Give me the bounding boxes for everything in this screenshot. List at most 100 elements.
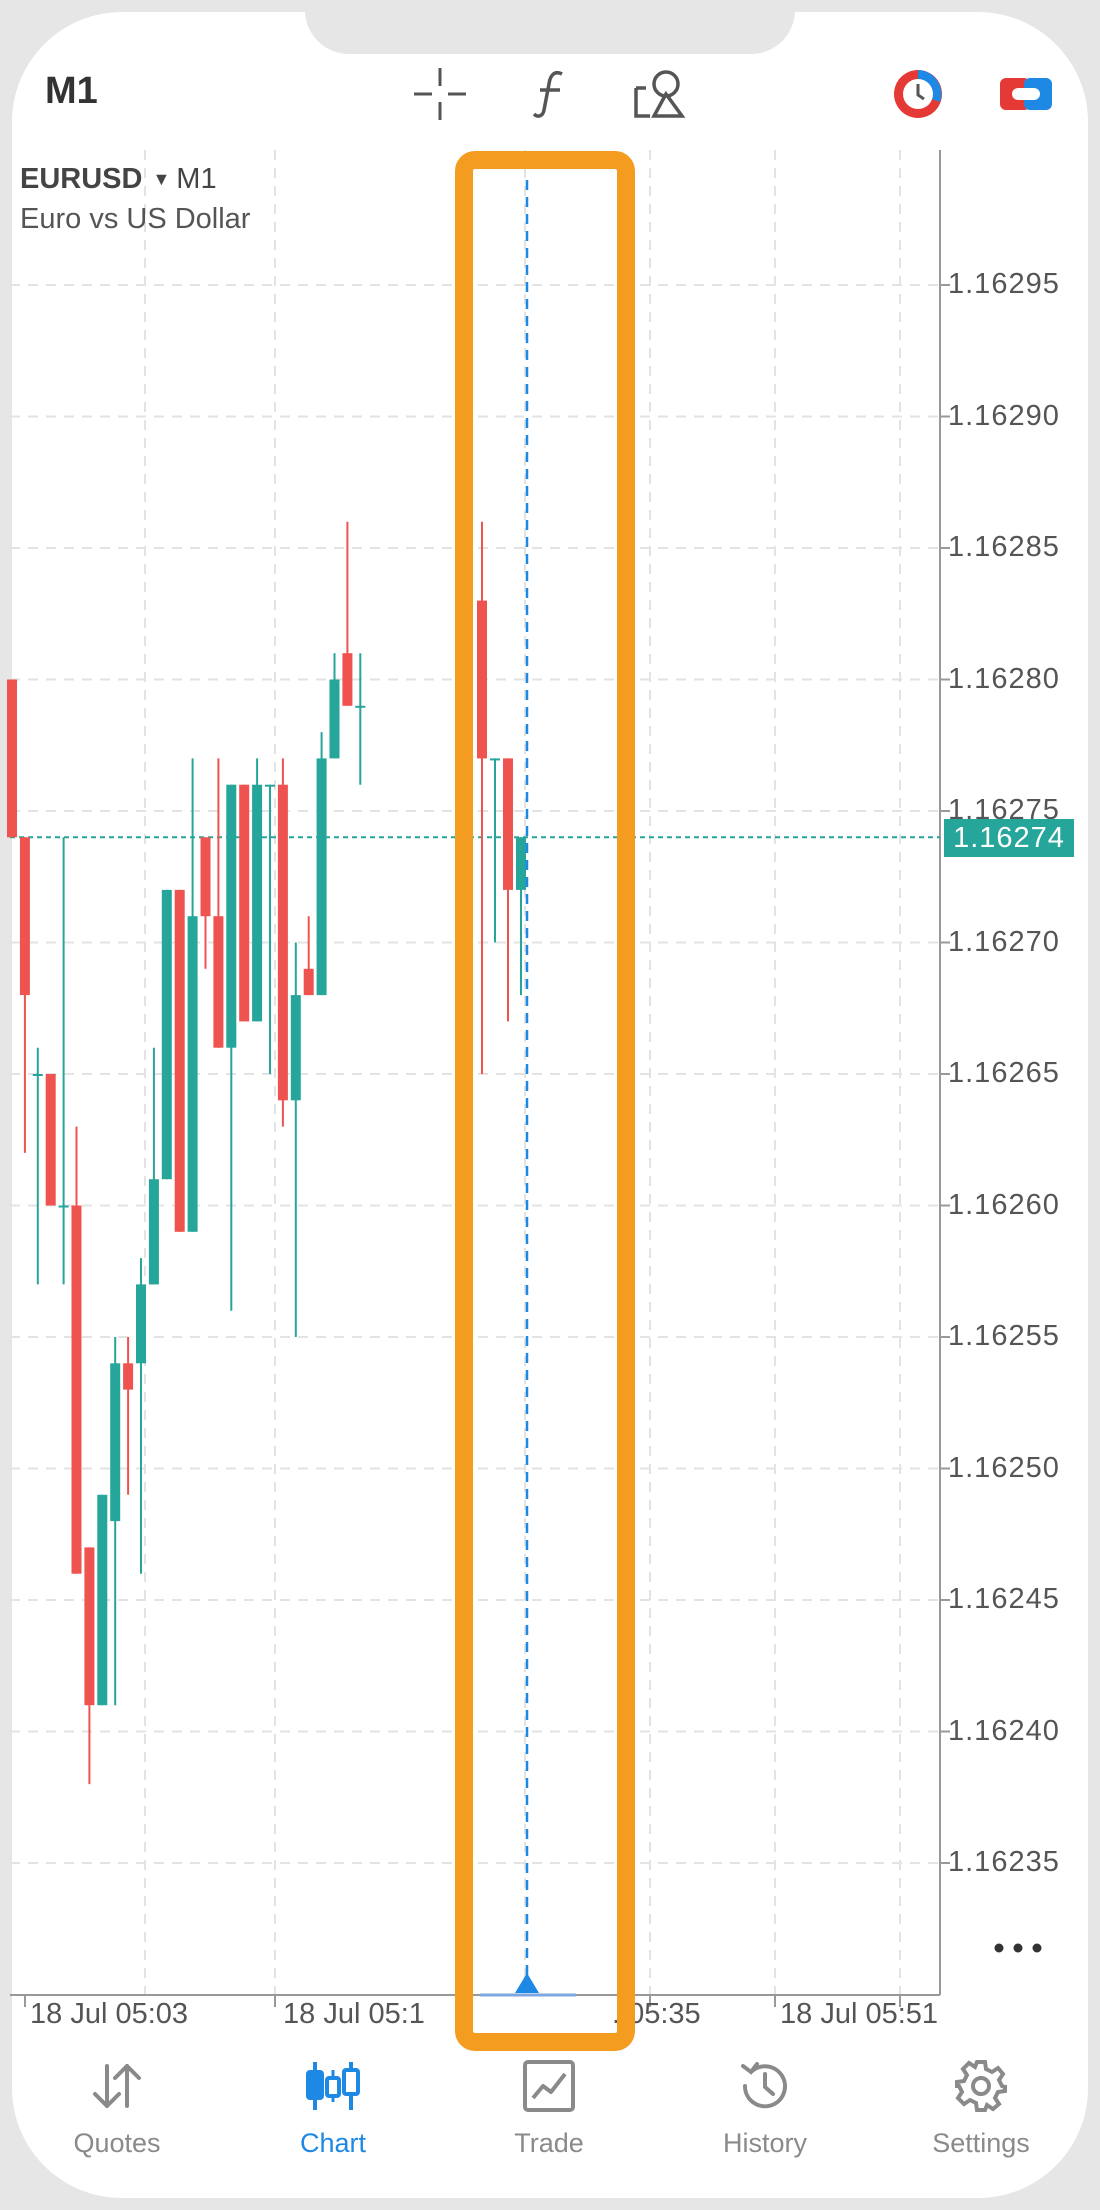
symbol-name: EURUSD bbox=[20, 163, 143, 195]
candle bbox=[226, 784, 237, 1311]
candle-body bbox=[355, 705, 366, 708]
candle bbox=[239, 784, 250, 1022]
candle bbox=[316, 732, 327, 996]
candle bbox=[45, 1074, 56, 1206]
candle bbox=[58, 837, 69, 1285]
tab-history[interactable]: History bbox=[675, 2030, 855, 2180]
function-f-icon[interactable] bbox=[522, 66, 578, 122]
candle-body bbox=[84, 1547, 95, 1706]
time-label: 18 Jul 05:1 bbox=[283, 1998, 425, 2030]
tab-label: History bbox=[722, 2128, 807, 2158]
chart-candles-icon bbox=[306, 2062, 360, 2110]
candle-body bbox=[123, 1363, 134, 1390]
candle-body bbox=[19, 837, 30, 996]
candle-body bbox=[174, 889, 185, 1232]
candle-body bbox=[252, 784, 263, 1022]
candle-body bbox=[7, 679, 17, 838]
candlestick-chart[interactable] bbox=[0, 0, 1100, 2030]
tab-label: Settings bbox=[932, 2128, 1030, 2158]
quotes-arrows-icon bbox=[93, 2064, 141, 2108]
candle bbox=[213, 758, 224, 1048]
price-label: 1.16295 bbox=[948, 268, 1060, 300]
candle bbox=[161, 889, 172, 1180]
price-label: 1.16235 bbox=[948, 1846, 1060, 1878]
shapes-icon[interactable] bbox=[632, 66, 688, 122]
candle bbox=[71, 1126, 82, 1574]
tab-label: Quotes bbox=[73, 2128, 161, 2158]
candle-body bbox=[316, 758, 327, 996]
tab-settings[interactable]: Settings bbox=[891, 2030, 1071, 2180]
current-price-label: 1.16274 bbox=[944, 819, 1074, 857]
candle bbox=[329, 653, 340, 759]
candle bbox=[123, 1337, 134, 1495]
candle-body bbox=[477, 600, 487, 759]
candle-body bbox=[303, 968, 314, 996]
timer-pie-icon[interactable] bbox=[890, 66, 946, 122]
tab-quotes[interactable]: Quotes bbox=[27, 2030, 207, 2180]
candle bbox=[303, 916, 314, 996]
symbol-period: M1 bbox=[176, 163, 217, 195]
candle-body bbox=[148, 1179, 159, 1285]
candle bbox=[516, 837, 526, 996]
candle-body bbox=[503, 758, 513, 890]
chart-toolbar: M1 bbox=[0, 0, 1100, 150]
tab-chart[interactable]: Chart bbox=[243, 2030, 423, 2180]
timeframe-button[interactable]: M1 bbox=[45, 70, 98, 112]
price-label: 1.16245 bbox=[948, 1583, 1060, 1615]
candle-body bbox=[110, 1363, 121, 1522]
price-label: 1.16250 bbox=[948, 1451, 1060, 1484]
candle bbox=[503, 758, 513, 1022]
candle bbox=[277, 758, 288, 1127]
candle-body bbox=[329, 679, 340, 759]
price-label: 1.16280 bbox=[948, 662, 1060, 695]
tab-trade[interactable]: Trade bbox=[459, 2030, 639, 2180]
candle bbox=[84, 1547, 95, 1785]
candle-body bbox=[226, 784, 237, 1048]
candle-body bbox=[277, 784, 288, 1101]
candle-body bbox=[136, 1284, 146, 1364]
crosshair-icon[interactable] bbox=[412, 66, 468, 122]
account-toggle-icon[interactable] bbox=[998, 66, 1054, 122]
price-label: 1.16240 bbox=[948, 1714, 1060, 1747]
history-clock-icon bbox=[741, 2062, 787, 2109]
candle bbox=[265, 784, 275, 1074]
candle bbox=[252, 758, 263, 1022]
candle-body bbox=[187, 916, 198, 1232]
price-label: 1.16265 bbox=[948, 1057, 1060, 1089]
candle bbox=[342, 521, 353, 706]
candle bbox=[19, 837, 30, 1153]
vertical-line-marker bbox=[515, 1973, 539, 1993]
candle-body bbox=[516, 837, 526, 890]
candle bbox=[148, 1047, 159, 1285]
symbol-description: Euro vs US Dollar bbox=[20, 203, 251, 235]
candle-body bbox=[342, 653, 353, 706]
caret-down-icon: ▼ bbox=[152, 169, 171, 189]
candle-body bbox=[45, 1074, 56, 1206]
candle bbox=[477, 521, 487, 1074]
candle-body bbox=[58, 1205, 69, 1208]
trade-chart-icon bbox=[523, 2060, 575, 2112]
tab-label: Chart bbox=[299, 2128, 367, 2158]
more-options-icon[interactable] bbox=[993, 1940, 1043, 1956]
candle bbox=[110, 1337, 121, 1706]
candle-body bbox=[32, 1074, 43, 1076]
candle-body bbox=[265, 784, 275, 787]
candle-body bbox=[161, 889, 172, 1180]
price-label: 1.16260 bbox=[948, 1188, 1060, 1221]
settings-gear-icon bbox=[955, 2060, 1007, 2112]
time-label: 18 Jul 05:03 bbox=[30, 1998, 189, 2030]
price-label: 1.16285 bbox=[948, 531, 1060, 563]
symbol-selector[interactable]: EURUSD ▼ M1 bbox=[20, 163, 217, 196]
price-label: 1.16290 bbox=[948, 399, 1060, 432]
candle bbox=[490, 758, 500, 943]
price-label: 1.16270 bbox=[948, 925, 1060, 958]
candle bbox=[32, 1047, 43, 1285]
candle-body bbox=[290, 995, 301, 1101]
time-label: 18 Jul 05:51 bbox=[780, 1998, 939, 2030]
candle-body bbox=[97, 1494, 108, 1706]
candle bbox=[290, 942, 301, 1337]
candle-body bbox=[200, 837, 211, 917]
candle bbox=[200, 837, 211, 969]
candle bbox=[355, 653, 366, 785]
